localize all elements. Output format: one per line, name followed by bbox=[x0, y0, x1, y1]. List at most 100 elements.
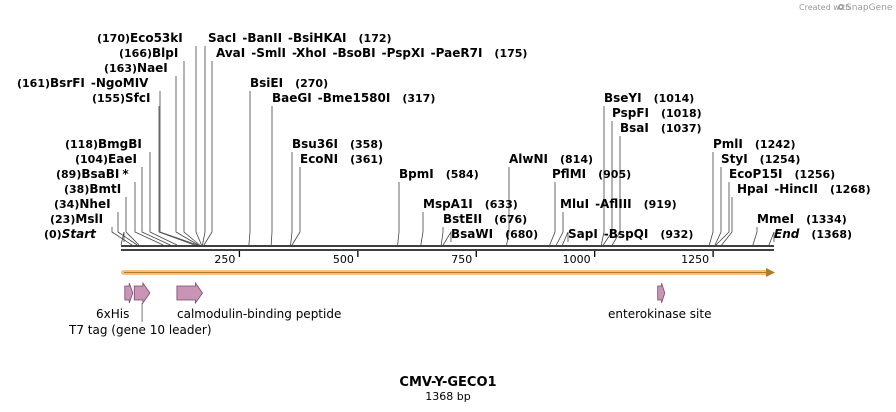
enzyme-name[interactable]: End bbox=[774, 227, 800, 241]
enzyme-name[interactable]: BsaWI bbox=[451, 227, 493, 241]
enzyme-name[interactable]: BsaI bbox=[620, 121, 649, 135]
enzyme-name[interactable]: SmlI bbox=[256, 46, 286, 60]
enzyme-name[interactable]: SacI bbox=[208, 31, 236, 45]
enzyme-name[interactable]: EcoNI bbox=[300, 152, 338, 166]
enzyme-name[interactable]: BsiHKAI bbox=[293, 31, 347, 45]
enzyme-name[interactable]: EcoP15I bbox=[729, 167, 783, 181]
enzyme-name[interactable]: AlwNI bbox=[509, 152, 548, 166]
enzyme-name[interactable]: AvaI bbox=[216, 46, 245, 60]
enzyme-name[interactable]: EaeI bbox=[108, 152, 137, 166]
enzyme-name[interactable]: BsrFI bbox=[50, 76, 85, 90]
enzyme-name[interactable]: PspXI bbox=[387, 46, 425, 60]
enzyme-name[interactable]: BstEII bbox=[443, 212, 482, 226]
enzyme-name[interactable]: BspQI bbox=[609, 227, 649, 241]
enzyme-label-group[interactable]: (38)BmtI bbox=[64, 182, 121, 196]
enzyme-label-group[interactable]: End (1368) bbox=[774, 227, 852, 241]
enzyme-label-group[interactable]: BaeGI -Bme1580I (317) bbox=[272, 91, 435, 105]
enzyme-name[interactable]: PspFI bbox=[612, 106, 649, 120]
enzyme-label-group[interactable]: BsaWI (680) bbox=[451, 227, 538, 241]
enzyme-name[interactable]: BmtI bbox=[89, 182, 121, 196]
enzyme-label-group[interactable]: BstEII (676) bbox=[443, 212, 527, 226]
enzyme-label-group[interactable]: (161)BsrFI -NgoMIV bbox=[17, 76, 149, 90]
enzyme-name[interactable]: HincII bbox=[779, 182, 818, 196]
enzyme-label-group[interactable]: (89)BsaBI * bbox=[56, 167, 129, 181]
enzyme-name[interactable]: MluI bbox=[560, 197, 589, 211]
enzyme-label-group[interactable]: MluI -AflIII (919) bbox=[560, 197, 677, 211]
feature-label[interactable]: calmodulin-binding peptide bbox=[177, 307, 341, 321]
enzyme-position: (38) bbox=[64, 183, 89, 196]
enzyme-name[interactable]: BseYI bbox=[604, 91, 642, 105]
enzyme-name[interactable]: XhoI bbox=[296, 46, 327, 60]
enzyme-name[interactable]: PaeR7I bbox=[436, 46, 483, 60]
enzyme-label-group[interactable]: (0)Start bbox=[44, 227, 97, 241]
enzyme-label-group[interactable]: PflMI (905) bbox=[552, 167, 631, 181]
enzyme-name[interactable]: NaeI bbox=[137, 61, 168, 75]
enzyme-name[interactable]: BsoBI bbox=[337, 46, 375, 60]
enzyme-label-group[interactable]: EcoNI (361) bbox=[300, 152, 383, 166]
enzyme-name[interactable]: MspA1I bbox=[423, 197, 473, 211]
enzyme-name[interactable]: Bsu36I bbox=[292, 137, 338, 151]
feature-label[interactable]: 6xHis bbox=[96, 307, 129, 321]
enzyme-label-group[interactable]: HpaI -HincII (1268) bbox=[737, 182, 871, 196]
enzyme-label-group[interactable]: BpmI (584) bbox=[399, 167, 479, 181]
enzyme-name[interactable]: BmgBI bbox=[98, 137, 142, 151]
enzyme-label-group[interactable]: (104)EaeI bbox=[75, 152, 137, 166]
enzyme-label-group[interactable]: (118)BmgBI bbox=[65, 137, 142, 151]
restriction-sites: (170)Eco53kI SacI -BanII -BsiHKAI (172) (166)… bbox=[17, 31, 871, 246]
enzyme-name[interactable]: PflMI bbox=[552, 167, 586, 181]
feature-arrow[interactable] bbox=[657, 282, 666, 304]
enzyme-label-group[interactable]: PmlI (1242) bbox=[713, 137, 796, 151]
enzyme-label-group[interactable]: SacI -BanII -BsiHKAI (172) bbox=[208, 31, 392, 45]
enzyme-name[interactable]: Eco53kI bbox=[130, 31, 183, 45]
enzyme-label-group[interactable]: (163)NaeI bbox=[104, 61, 168, 75]
enzyme-label-group[interactable]: (166)BlpI bbox=[119, 46, 178, 60]
enzyme-label-group[interactable]: Bsu36I (358) bbox=[292, 137, 383, 151]
enzyme-label-group[interactable]: StyI (1254) bbox=[721, 152, 800, 166]
enzyme-label-group[interactable]: MmeI (1334) bbox=[757, 212, 847, 226]
enzyme-name[interactable]: PmlI bbox=[713, 137, 743, 151]
enzyme-name[interactable]: BanII bbox=[247, 31, 282, 45]
enzyme-label-group[interactable]: (170)Eco53kI bbox=[97, 31, 183, 45]
enzyme-label-group[interactable]: MspA1I (633) bbox=[423, 197, 518, 211]
enzyme-name[interactable]: BsiEI bbox=[250, 76, 283, 90]
enzyme-leader-line bbox=[721, 197, 733, 246]
feature-arrow[interactable] bbox=[124, 282, 134, 304]
feature-arrow[interactable] bbox=[133, 281, 151, 305]
enzyme-label-group[interactable]: BsaI (1037) bbox=[620, 121, 702, 135]
enzyme-label-group[interactable]: (34)NheI bbox=[54, 197, 111, 211]
enzyme-separator: - bbox=[774, 182, 779, 196]
enzyme-label-group[interactable]: PspFI (1018) bbox=[612, 106, 702, 120]
enzyme-position: (317) bbox=[402, 92, 435, 105]
enzyme-name[interactable]: MslI bbox=[75, 212, 103, 226]
enzyme-label-group[interactable]: AvaI -SmlI -XhoI -BsoBI -PspXI -PaeR7I (175) bbox=[216, 46, 527, 60]
enzyme-label-group[interactable]: SapI -BspQI (932) bbox=[568, 227, 693, 241]
enzyme-label-group[interactable]: BsiEI (270) bbox=[250, 76, 328, 90]
enzyme-label-group[interactable]: EcoP15I (1256) bbox=[729, 167, 835, 181]
enzyme-name[interactable]: NheI bbox=[79, 197, 110, 211]
enzyme-separator: - bbox=[595, 197, 600, 211]
enzyme-name[interactable]: NgoMIV bbox=[96, 76, 149, 90]
enzyme-separator: - bbox=[604, 227, 609, 241]
enzyme-name[interactable]: MmeI bbox=[757, 212, 794, 226]
enzyme-name[interactable]: Bme1580I bbox=[323, 91, 391, 105]
enzyme-name[interactable]: Start bbox=[62, 227, 97, 241]
feature-label[interactable]: enterokinase site bbox=[608, 307, 711, 321]
enzyme-position: (919) bbox=[644, 198, 677, 211]
enzyme-label-group[interactable]: (155)SfcI bbox=[92, 91, 150, 105]
enzyme-name[interactable]: SapI bbox=[568, 227, 598, 241]
feature-arrow[interactable] bbox=[176, 281, 203, 305]
enzyme-name[interactable]: SfcI bbox=[125, 91, 150, 105]
enzyme-name[interactable]: HpaI bbox=[737, 182, 768, 196]
enzyme-name[interactable]: AflIII bbox=[600, 197, 632, 211]
enzyme-name[interactable]: BlpI bbox=[152, 46, 178, 60]
enzyme-label-group[interactable]: BseYI (1014) bbox=[604, 91, 694, 105]
enzyme-name[interactable]: StyI bbox=[721, 152, 748, 166]
enzyme-name[interactable]: BpmI bbox=[399, 167, 434, 181]
enzyme-name[interactable]: BsaBI bbox=[81, 167, 119, 181]
feature-label[interactable]: T7 tag (gene 10 leader) bbox=[68, 323, 212, 337]
enzyme-label-group[interactable]: (23)MslI bbox=[50, 212, 103, 226]
enzyme-position: (680) bbox=[505, 228, 538, 241]
enzyme-leader-line bbox=[141, 167, 171, 246]
enzyme-label-group[interactable]: AlwNI (814) bbox=[509, 152, 593, 166]
enzyme-name[interactable]: BaeGI bbox=[272, 91, 312, 105]
